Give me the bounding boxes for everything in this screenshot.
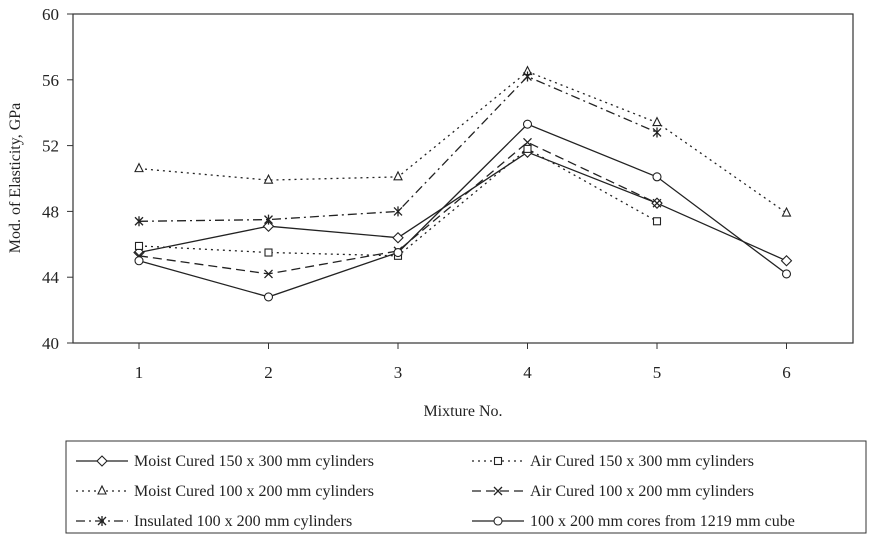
y-tick-label: 40	[42, 334, 59, 353]
data-point-x	[493, 486, 503, 496]
legend-box	[65, 440, 867, 534]
legend-label: Insulated 100 x 200 mm cylinders	[134, 513, 352, 530]
data-point-square	[493, 456, 503, 466]
series-3	[134, 65, 792, 217]
data-point-diamond	[392, 231, 404, 244]
x-axis-label: Mixture No.	[423, 403, 502, 420]
series-6	[134, 119, 792, 302]
series-line	[138, 70, 787, 214]
legend-label: 100 x 200 mm cores from 1219 mm cube	[530, 513, 795, 530]
legend-item: Insulated 100 x 200 mm cylinders	[76, 513, 352, 530]
x-tick-label: 3	[394, 363, 403, 382]
y-tick-label: 52	[42, 137, 59, 156]
data-point-star	[97, 516, 107, 526]
data-point-x	[523, 137, 532, 147]
data-point-triangle	[393, 170, 403, 181]
y-axis-label: Mod. of Elasticity, GPa	[7, 103, 24, 254]
data-point-square	[264, 248, 273, 257]
series-line	[138, 123, 787, 298]
data-point-square	[523, 144, 532, 153]
legend-item: Moist Cured 150 x 300 mm cylinders	[76, 453, 374, 470]
data-point-star	[264, 214, 273, 225]
data-point-diamond	[262, 220, 275, 232]
data-point-triangle	[134, 162, 144, 173]
data-point-diamond	[780, 254, 793, 267]
legend-item: Air Cured 100 x 200 mm cylinders	[472, 483, 754, 500]
legend-item: Moist Cured 100 x 200 mm cylinders	[76, 483, 374, 500]
legend-item: 100 x 200 mm cores from 1219 mm cube	[472, 513, 795, 530]
data-point-diamond	[96, 455, 108, 467]
plot-frame	[72, 13, 854, 344]
data-point-star	[134, 216, 144, 227]
data-point-circle	[493, 516, 503, 526]
data-point-x	[652, 198, 662, 208]
series-line	[138, 151, 787, 262]
data-point-x	[264, 269, 273, 279]
legend-item: Air Cured 150 x 300 mm cylinders	[472, 453, 754, 470]
data-point-triangle	[652, 116, 662, 127]
x-tick-label: 6	[782, 363, 791, 382]
x-tick-label: 5	[653, 363, 662, 382]
data-point-triangle	[263, 173, 274, 184]
legend-label: Air Cured 100 x 200 mm cylinders	[530, 483, 754, 500]
series-1	[133, 146, 793, 267]
y-tick-label: 44	[42, 268, 60, 287]
data-point-square	[652, 217, 662, 226]
data-point-circle	[134, 256, 144, 266]
legend-label: Moist Cured 100 x 200 mm cylinders	[134, 483, 374, 500]
data-point-triangle	[781, 206, 792, 217]
data-point-circle	[652, 172, 662, 182]
data-point-triangle	[97, 484, 107, 495]
data-point-star	[652, 127, 662, 138]
y-tick-label: 48	[42, 202, 59, 221]
series-line	[138, 75, 658, 222]
data-point-star	[393, 206, 403, 217]
y-tick-label: 60	[42, 5, 59, 24]
data-point-circle	[522, 119, 533, 129]
data-point-circle	[781, 269, 792, 279]
x-tick-label: 2	[264, 363, 273, 382]
data-point-circle	[263, 292, 274, 302]
legend-label: Moist Cured 150 x 300 mm cylinders	[134, 453, 374, 470]
data-point-circle	[393, 247, 403, 258]
data-point-star	[523, 71, 532, 82]
x-tick-label: 1	[135, 363, 144, 382]
series-5	[134, 71, 662, 227]
series-line	[138, 141, 658, 275]
legend: Moist Cured 150 x 300 mm cylinders Air Cu…	[65, 440, 867, 534]
y-tick-label: 56	[42, 71, 59, 90]
data-point-square	[134, 241, 144, 250]
legend-label: Air Cured 150 x 300 mm cylinders	[530, 453, 754, 470]
x-tick-label: 4	[523, 363, 532, 382]
